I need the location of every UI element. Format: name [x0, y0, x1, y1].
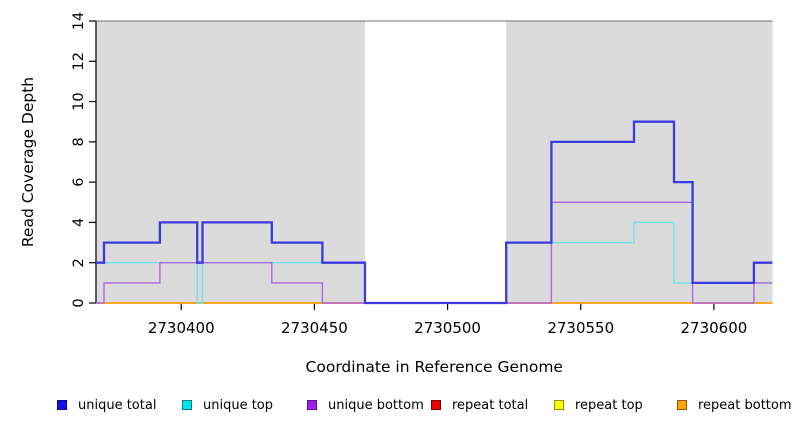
- legend-swatch-unique-total: [57, 400, 67, 410]
- y-tick-label: 2: [71, 258, 87, 267]
- legend-item-unique-bottom: unique bottom: [307, 394, 424, 416]
- legend-label: repeat top: [575, 397, 643, 413]
- legend-label: repeat bottom: [698, 397, 792, 413]
- y-tick-label: 12: [71, 52, 87, 70]
- y-tick-label: 6: [71, 178, 87, 187]
- legend-swatch-repeat-total: [431, 400, 441, 410]
- shaded-region-0: [96, 21, 366, 303]
- coverage-plot: 0 2 4 6 8 10 12 14 2730400 2730450 2730500 2730550 2…: [19, 12, 773, 376]
- legend-item-unique-total: unique total: [57, 394, 156, 416]
- legend-item-repeat-bottom: repeat bottom: [677, 394, 792, 416]
- y-tick-label: 14: [71, 12, 87, 30]
- x-axis-title: Coordinate in Reference Genome: [306, 358, 563, 376]
- x-tick-label: 2730450: [281, 319, 348, 337]
- legend-label: unique top: [203, 397, 274, 413]
- legend-item-unique-top: unique top: [182, 394, 273, 416]
- shaded-region-1: [506, 21, 773, 303]
- y-axis-title: Read Coverage Depth: [19, 77, 37, 247]
- x-tick-label: 2730500: [414, 319, 481, 337]
- series-unique-bottom: [96, 201, 773, 304]
- legend-label: unique bottom: [328, 397, 424, 413]
- x-tick-label: 2730600: [680, 319, 747, 337]
- legend-swatch-repeat-bottom: [677, 400, 687, 410]
- legend-label: unique total: [78, 397, 157, 413]
- x-tick-label: 2730550: [547, 319, 614, 337]
- legend-swatch-unique-bottom: [307, 400, 317, 410]
- y-tick-label: 0: [71, 298, 87, 307]
- y-tick-label: 8: [71, 137, 87, 146]
- legend: unique total unique top unique bottom repea…: [0, 394, 792, 420]
- legend-item-repeat-total: repeat total: [431, 394, 528, 416]
- legend-item-repeat-top: repeat top: [554, 394, 643, 416]
- y-tick-label: 10: [71, 92, 87, 110]
- legend-swatch-repeat-top: [554, 400, 564, 410]
- x-tick-label: 2730400: [148, 319, 215, 337]
- series-unique-total: [96, 120, 773, 305]
- y-tick-label: 4: [71, 218, 87, 227]
- legend-swatch-unique-top: [182, 400, 192, 410]
- legend-label: repeat total: [452, 397, 529, 413]
